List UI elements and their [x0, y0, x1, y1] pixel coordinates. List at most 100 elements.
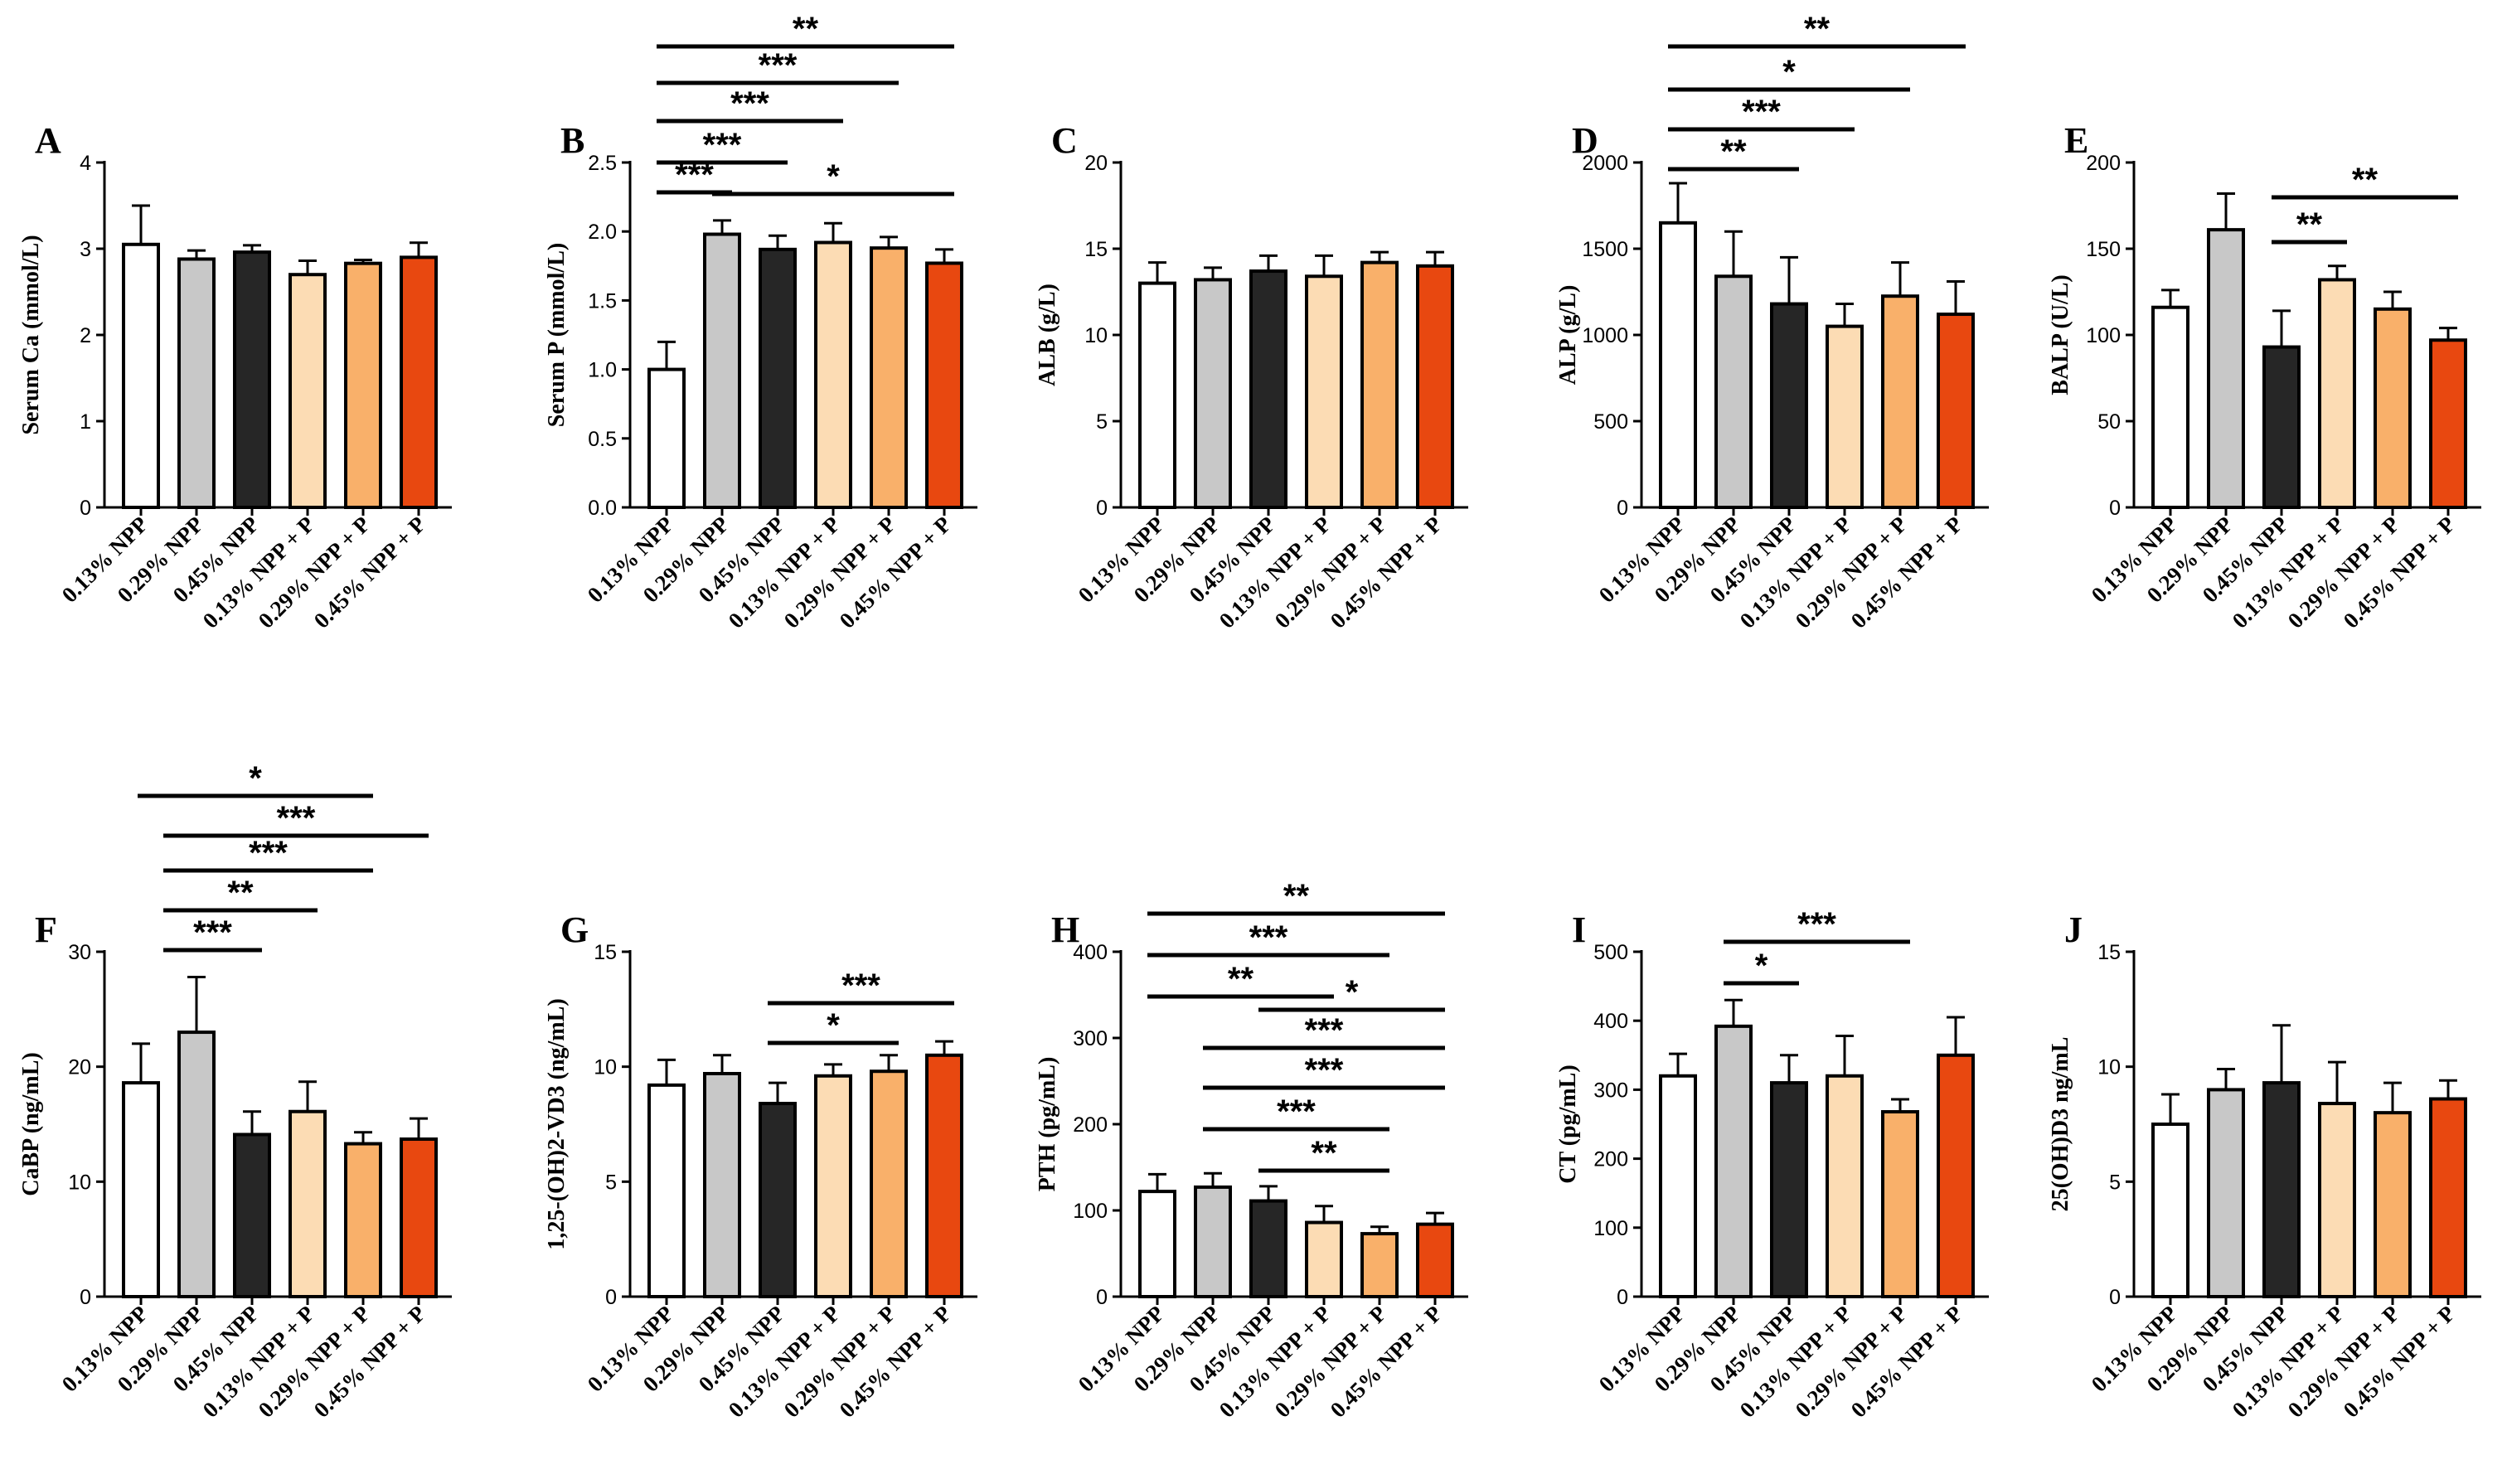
y-axis-label: BALP (U/L) — [2048, 274, 2073, 395]
significance-label: ** — [1283, 878, 1310, 914]
bar-1 — [647, 1083, 686, 1299]
bar-1 — [1659, 1074, 1697, 1298]
bar-2 — [703, 1071, 741, 1299]
bar-5 — [870, 246, 908, 509]
y-tick-label: 400 — [1593, 1010, 1628, 1033]
bar-5 — [2374, 307, 2412, 509]
bar-4 — [1305, 274, 1343, 509]
bar-2 — [177, 1031, 216, 1298]
y-tick-label: 1 — [80, 410, 91, 434]
y-tick-label: 5 — [1096, 410, 1108, 434]
significance-label: ** — [793, 11, 819, 47]
bar-3 — [1249, 1199, 1287, 1299]
bar-3 — [233, 1132, 271, 1298]
bar-3 — [1770, 1081, 1808, 1298]
y-axis-label: CaBP (ng/mL) — [18, 1052, 44, 1195]
y-tick-label: 100 — [1593, 1217, 1628, 1240]
bar-2 — [2207, 228, 2245, 509]
significance-label: * — [827, 1007, 840, 1044]
panel-letter: B — [560, 120, 584, 161]
y-tick-label: 10 — [594, 1056, 617, 1079]
panel-letter: C — [1051, 120, 1078, 161]
y-axis-label: ALB (g/L) — [1035, 284, 1060, 386]
y-tick-label: 1500 — [1582, 238, 1628, 261]
y-tick-label: 200 — [2086, 152, 2121, 175]
bar-2 — [1714, 1024, 1753, 1298]
significance-label: *** — [675, 157, 714, 193]
panel-letter: D — [1572, 120, 1598, 161]
bar-3 — [2262, 345, 2301, 509]
bar-1 — [1138, 281, 1176, 509]
bar-4 — [1826, 324, 1864, 509]
bar-4 — [1826, 1074, 1864, 1298]
y-tick-label: 0 — [1617, 497, 1628, 520]
y-tick-label: 10 — [2097, 1056, 2121, 1079]
panel-letter: H — [1051, 909, 1079, 950]
y-tick-label: 1000 — [1582, 324, 1628, 347]
significance-label: * — [1782, 54, 1796, 90]
y-tick-label: 1.0 — [588, 359, 617, 382]
bar-4 — [2318, 278, 2356, 509]
bar-4 — [814, 240, 852, 509]
significance-label: ** — [1228, 961, 1254, 997]
bar-6 — [1416, 264, 1454, 509]
bar-3 — [1770, 302, 1808, 509]
bar-5 — [1360, 260, 1399, 509]
panel-letter: A — [35, 120, 61, 161]
bar-5 — [2374, 1111, 2412, 1298]
y-tick-label: 15 — [1084, 238, 1108, 261]
significance-label: * — [1755, 948, 1768, 984]
y-tick-label: 0.5 — [588, 428, 617, 451]
y-axis-label: 1,25-(OH)2-VD3 (ng/mL) — [544, 998, 570, 1249]
bar-4 — [1305, 1220, 1343, 1299]
bar-1 — [122, 242, 160, 509]
significance-label: * — [249, 760, 262, 797]
y-tick-label: 15 — [594, 941, 617, 964]
bar-5 — [344, 1142, 382, 1299]
significance-label: * — [827, 158, 840, 195]
significance-label: *** — [730, 85, 769, 122]
y-tick-label: 150 — [2086, 238, 2121, 261]
significance-label: ** — [1804, 11, 1831, 47]
y-tick-label: 20 — [68, 1056, 91, 1079]
y-axis-label: Serum Ca (mmol/L) — [18, 235, 44, 434]
bar-2 — [2207, 1088, 2245, 1299]
y-tick-label: 200 — [1593, 1148, 1628, 1171]
y-tick-label: 10 — [1084, 324, 1108, 347]
y-axis-label: CT (pg/mL) — [1555, 1065, 1581, 1183]
bar-4 — [289, 1109, 327, 1299]
significance-label: *** — [1249, 919, 1288, 956]
bar-2 — [177, 257, 216, 509]
y-tick-label: 0 — [80, 497, 91, 520]
significance-label: *** — [249, 835, 288, 871]
significance-label: *** — [1305, 1012, 1344, 1049]
bar-6 — [1937, 313, 1975, 510]
bar-6 — [400, 255, 438, 509]
y-axis-label: ALP (g/L) — [1555, 285, 1581, 386]
bar-2 — [703, 232, 741, 509]
significance-label: ** — [2352, 162, 2378, 198]
y-tick-label: 400 — [1073, 941, 1108, 964]
y-tick-label: 1.5 — [588, 289, 617, 313]
bar-6 — [2429, 1097, 2467, 1298]
y-tick-label: 0 — [1096, 497, 1108, 520]
bar-5 — [1881, 1110, 1919, 1299]
bar-5 — [1360, 1232, 1399, 1298]
y-tick-label: 0 — [2109, 497, 2121, 520]
y-tick-label: 300 — [1593, 1079, 1628, 1102]
bar-6 — [2429, 338, 2467, 509]
y-tick-label: 200 — [1073, 1113, 1108, 1137]
significance-label: ** — [1311, 1135, 1337, 1171]
significance-label: ** — [1720, 133, 1747, 170]
y-tick-label: 2000 — [1582, 152, 1628, 175]
panel-letter: E — [2064, 120, 2088, 161]
y-tick-label: 300 — [1073, 1027, 1108, 1050]
